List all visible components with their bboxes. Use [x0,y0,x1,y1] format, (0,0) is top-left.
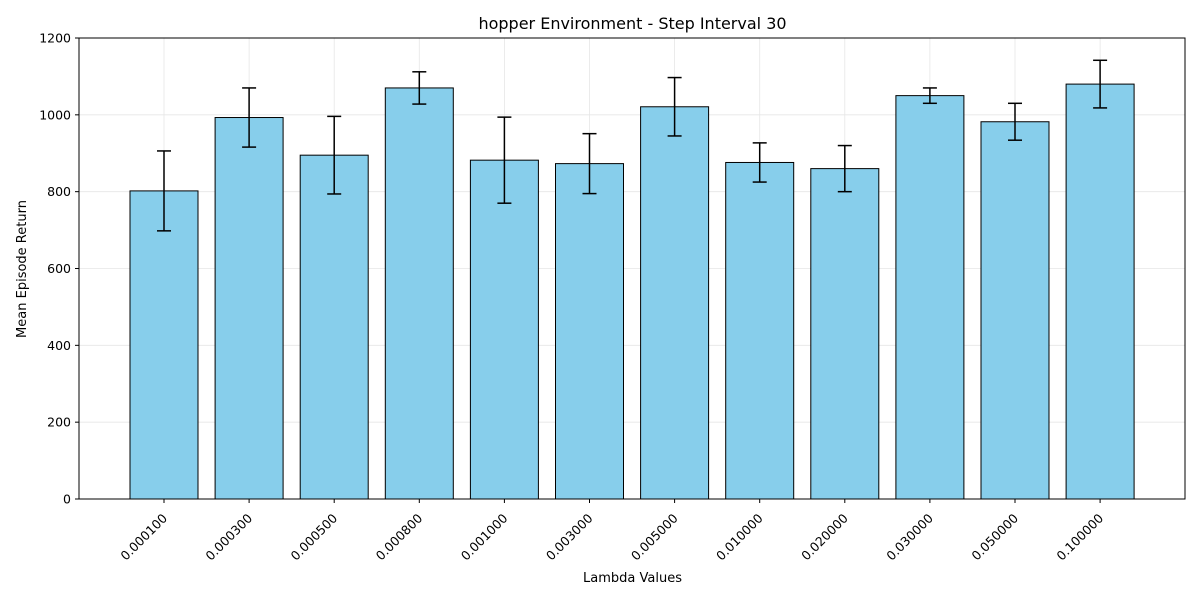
bar [129,190,199,500]
x-tick-label: 0.050000 [968,510,1021,563]
x-tick-label: 0.003000 [543,510,596,563]
x-axis-label: Lambda Values [583,571,682,586]
bar [1065,83,1135,500]
y-tick-label: 800 [47,184,71,199]
y-tick-label: 400 [47,338,71,353]
x-tick-label: 0.000500 [288,510,341,563]
x-tick-label: 0.100000 [1053,510,1106,563]
bar [895,95,965,500]
bar [980,121,1050,500]
x-tick-label: 0.010000 [713,510,766,563]
y-tick-label: 0 [63,492,71,507]
x-tick-label: 0.030000 [883,510,936,563]
bar [384,87,454,500]
bar [725,161,795,500]
bar [640,106,710,500]
error-bars-layer [157,59,1108,232]
chart-title: hopper Environment - Step Interval 30 [478,14,786,33]
x-tick-label: 0.020000 [798,510,851,563]
x-tick-label: 0.000100 [117,510,170,563]
y-tick-label: 1000 [39,107,71,122]
bar [469,159,539,500]
y-tick-label: 200 [47,415,71,430]
bar [810,168,880,500]
bar [555,163,624,500]
x-tick-label: 0.005000 [628,510,681,563]
y-tick-label: 1200 [39,31,71,46]
x-tick-label: 0.001000 [458,510,511,563]
bars-layer [129,83,1135,500]
y-axis-label: Mean Episode Return [15,200,30,338]
y-tick-label: 600 [47,261,71,276]
x-tick-label: 0.000800 [373,510,426,563]
bar [214,117,284,500]
bar [299,154,369,500]
x-tick-label: 0.000300 [202,510,255,563]
